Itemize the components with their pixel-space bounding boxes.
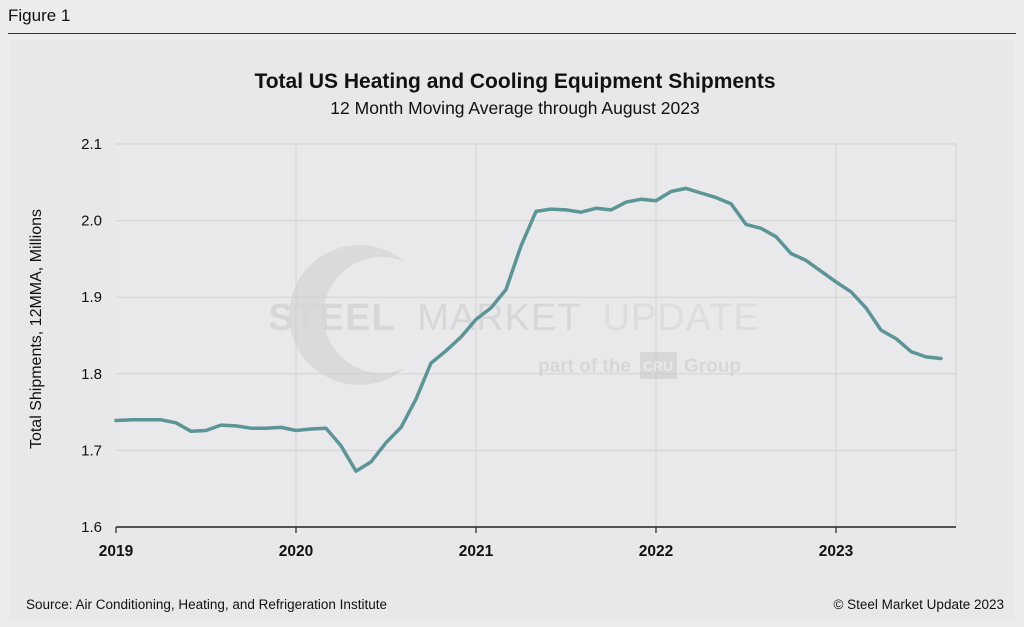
watermark-brand-mid: MARKET: [417, 297, 581, 339]
watermark-logo: STEEL MARKET UPDATE part of the CRU Grou…: [268, 244, 760, 385]
x-tick-labels: 2019 2020 2021 2022 2023: [99, 527, 854, 560]
watermark-brand: STEEL MARKET UPDATE: [268, 297, 760, 339]
series-line: [114, 186, 943, 473]
watermark-tagline-pre: part of the: [538, 356, 631, 377]
source-note: Source: Air Conditioning, Heating, and R…: [26, 597, 387, 612]
watermark-brand-light: UPDATE: [602, 297, 759, 339]
y-gridlines: [116, 143, 956, 451]
watermark-crescent: [289, 244, 405, 385]
y-tick-label: 1.9: [81, 289, 102, 306]
y-tick-label: 2.0: [81, 213, 102, 230]
watermark-cru-box: [640, 352, 677, 379]
y-axis-label: Total Shipments, 12MMA, Millions: [28, 209, 45, 449]
y-tick-label: 1.8: [81, 366, 102, 383]
y-tick-labels: 1.6 1.7 1.8 1.9 2.0 2.1: [81, 136, 102, 536]
y-tick-label: 1.6: [81, 519, 102, 536]
y-tick-label: 2.1: [81, 136, 102, 153]
figure-divider: [8, 33, 1016, 34]
copyright-note: © Steel Market Update 2023: [833, 597, 1004, 612]
chart-subtitle: 12 Month Moving Average through August 2…: [330, 98, 699, 118]
x-tick-label: 2021: [459, 543, 494, 560]
x-tick-label: 2022: [639, 543, 673, 560]
plot-area: [116, 144, 956, 527]
watermark-cru-text: CRU: [643, 358, 673, 374]
x-tick-label: 2023: [819, 543, 854, 560]
series-group: [114, 186, 943, 473]
watermark-brand-bold: STEEL: [268, 297, 395, 339]
y-tick-label: 1.7: [81, 442, 102, 459]
watermark-tagline-post: Group: [684, 356, 741, 377]
figure-label: Figure 1: [8, 6, 71, 25]
x-tick-label: 2020: [279, 543, 313, 560]
chart-title: Total US Heating and Cooling Equipment S…: [254, 70, 775, 93]
x-tick-label: 2019: [99, 543, 134, 560]
